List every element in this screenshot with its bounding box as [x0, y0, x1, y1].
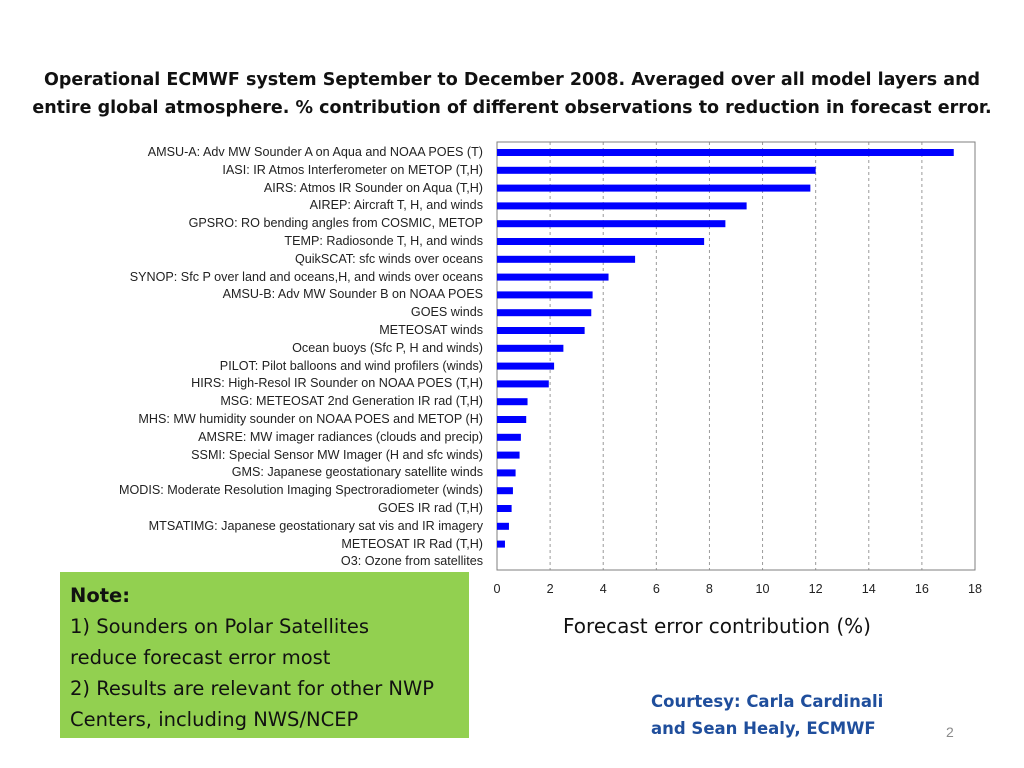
- title-line-1: Operational ECMWF system September to De…: [43, 70, 981, 90]
- courtesy-line-2: and Sean Healy, ECMWF: [651, 719, 876, 738]
- bar: [497, 451, 520, 459]
- x-axis-label: Forecast error contribution (%): [563, 614, 871, 638]
- category-label: AMSU-B: Adv MW Sounder B on NOAA POES: [222, 287, 483, 302]
- x-tick-label: 10: [756, 582, 770, 596]
- bar: [497, 469, 516, 477]
- bar: [497, 362, 555, 370]
- x-tick-label: 8: [706, 582, 713, 596]
- x-tick-label: 14: [862, 582, 876, 596]
- bar: [497, 344, 564, 352]
- note-line-2: reduce forecast error most: [70, 646, 331, 669]
- category-label: AIREP: Aircraft T, H, and winds: [309, 198, 483, 213]
- category-label: AIRS: Atmos IR Sounder on Aqua (T,H): [263, 180, 483, 195]
- category-label: QuikSCAT: sfc winds over oceans: [294, 251, 483, 266]
- bar: [497, 433, 521, 441]
- note-title: Note:: [70, 584, 131, 607]
- category-label: TEMP: Radiosonde T, H, and winds: [284, 234, 483, 248]
- bar: [497, 487, 513, 495]
- category-label: GOES winds: [410, 305, 483, 320]
- page-title: Operational ECMWF system September to De…: [20, 66, 1004, 122]
- page-number: 2: [946, 724, 954, 740]
- category-label: PILOT: Pilot balloons and wind profilers…: [219, 358, 483, 373]
- bar: [497, 380, 549, 388]
- title-line-2: entire global atmosphere. % contribution…: [32, 98, 992, 118]
- category-label: MSG: METEOSAT 2nd Generation IR rad (T,H…: [220, 394, 483, 409]
- bar: [497, 220, 726, 228]
- courtesy-line-1: Courtesy: Carla Cardinali: [651, 692, 884, 711]
- category-label: METEOSAT winds: [379, 323, 483, 337]
- category-label: O3: Ozone from satellites: [340, 554, 483, 569]
- bar: [497, 273, 609, 281]
- category-label: GOES IR rad (T,H): [378, 501, 483, 515]
- category-label: SYNOP: Sfc P over land and oceans,H, and…: [129, 269, 483, 284]
- bar: [497, 291, 593, 299]
- category-label: IASI: IR Atmos Interferometer on METOP (…: [222, 162, 483, 177]
- category-label: HIRS: High-Resol IR Sounder on NOAA POES…: [191, 376, 483, 391]
- note-line-4: Centers, including NWS/NCEP: [70, 708, 359, 731]
- bar: [497, 184, 811, 192]
- bar: [497, 522, 509, 530]
- x-tick-label: 4: [600, 582, 607, 596]
- category-label: METEOSAT IR Rad (T,H): [341, 536, 483, 551]
- bar: [497, 398, 528, 406]
- category-label: Ocean buoys (Sfc P, H and winds): [292, 340, 483, 355]
- category-label: GMS: Japanese geostationary satellite wi…: [231, 465, 483, 480]
- bar: [497, 540, 505, 548]
- bar: [497, 202, 747, 210]
- plot-frame: [496, 141, 976, 571]
- note-line-3: 2) Results are relevant for other NWP: [70, 677, 435, 700]
- category-label: MHS: MW humidity sounder on NOAA POES an…: [138, 412, 483, 426]
- courtesy-credit: Courtesy: Carla Cardinali and Sean Healy…: [651, 688, 883, 742]
- bar: [497, 255, 636, 263]
- bar: [497, 309, 592, 317]
- bar: [497, 166, 816, 174]
- note-box: Note: 1) Sounders on Polar Satellites re…: [60, 572, 469, 738]
- bar: [497, 238, 705, 245]
- x-tick-label: 16: [915, 582, 929, 596]
- x-tick-label: 12: [809, 582, 823, 596]
- bar: [497, 505, 512, 512]
- x-tick-label: 2: [547, 582, 554, 596]
- note-line-1: 1) Sounders on Polar Satellites: [70, 615, 370, 638]
- bar: [497, 149, 954, 156]
- category-label: MTSATIMG: Japanese geostationary sat vis…: [148, 518, 483, 533]
- x-tick-label: 0: [493, 582, 500, 596]
- category-label: SSMI: Special Sensor MW Imager (H and sf…: [191, 447, 483, 462]
- category-label: GPSRO: RO bending angles from COSMIC, ME…: [188, 216, 483, 231]
- x-tick-label: 6: [653, 582, 660, 596]
- bar: [497, 327, 585, 334]
- category-label: AMSRE: MW imager radiances (clouds and p…: [198, 429, 483, 444]
- category-label: MODIS: Moderate Resolution Imaging Spect…: [119, 483, 483, 498]
- category-label: AMSU-A: Adv MW Sounder A on Aqua and NOA…: [147, 145, 483, 159]
- x-tick-label: 18: [968, 582, 982, 596]
- bar: [497, 416, 527, 423]
